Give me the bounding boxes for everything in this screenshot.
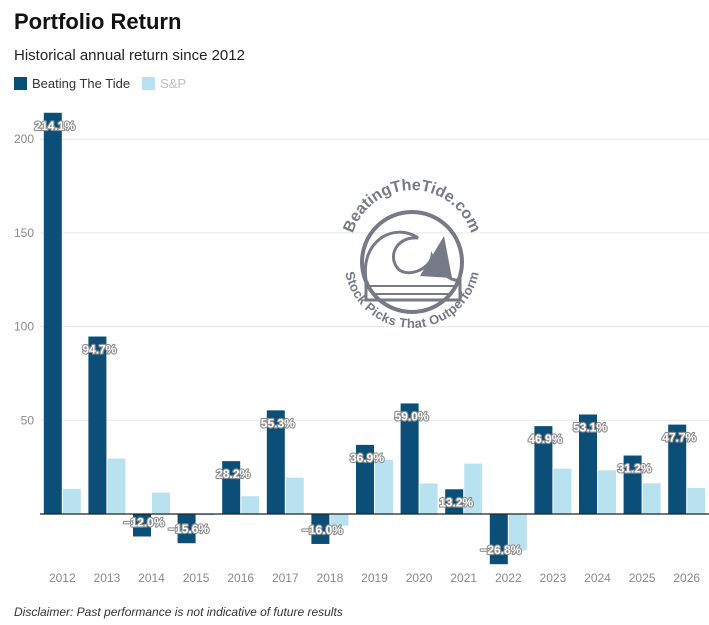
y-tick-label: 150 [14,226,34,240]
x-tick-label: 2016 [227,571,254,585]
bar-beating-the-tide-2019[interactable] [356,444,374,514]
y-tick-label: 50 [21,413,35,427]
x-tick-label: 2025 [629,571,656,585]
data-label: 94.7% [82,343,116,357]
bar-sp-2016[interactable] [241,496,260,514]
x-tick-label: 2013 [94,571,121,585]
bar-sp-2017[interactable] [285,477,304,514]
x-tick-label: 2020 [406,571,433,585]
watermark-logo: BeatingTheTide.com Stock Picks That Outp… [341,177,484,331]
legend-label-beating-the-tide: Beating The Tide [32,76,131,91]
bar-sp-2020[interactable] [419,483,438,514]
bar-beating-the-tide-2021[interactable] [445,489,464,514]
bar-beating-the-tide-2014[interactable] [133,514,151,537]
x-tick-label: 2023 [540,571,567,585]
chart-subtitle: Historical annual return since 2012 [14,47,245,64]
data-labels: 214.1% 94.7% −12.0% −15.6% 28.2% 55.3% −16.0% 3… [33,118,697,558]
bar-sp-2026[interactable] [687,487,706,514]
data-label: 46.9% [528,432,562,446]
gridlines [40,138,709,421]
x-tick-label: 2022 [495,571,522,585]
wave-emblem-icon [360,210,464,314]
data-label: 55.3% [261,416,295,430]
bar-beating-the-tide-2015[interactable] [177,514,196,544]
x-axis-ticks: 2012 2013 2014 2015 2016 2017 2018 2019 2020 2021… [49,571,700,585]
y-axis-ticks: 50 100 150 200 [14,132,34,427]
data-label: 31.2% [618,462,652,476]
bar-sp-2014[interactable] [152,492,170,514]
legend-label-sp: S&P [160,76,187,91]
data-label: 59.0% [395,409,429,423]
data-label: −16.0% [302,523,343,537]
data-label: 28.2% [216,467,250,481]
x-tick-label: 2021 [450,571,477,585]
y-tick-label: 200 [14,132,34,146]
bar-sp-2013[interactable] [107,458,126,514]
x-tick-label: 2017 [272,571,299,585]
data-label: 13.2% [439,495,473,509]
data-label: 47.7% [662,431,696,445]
bar-sp-2018[interactable] [330,514,349,526]
bar-beating-the-tide-2024[interactable] [579,414,597,514]
bar-beating-the-tide-2017[interactable] [266,410,285,514]
data-label: −26.8% [480,543,521,557]
bar-sp-2023[interactable] [553,468,572,514]
data-label: 53.1% [573,420,607,434]
legend-item-beating-the-tide[interactable]: Beating The Tide [14,76,130,91]
bar-beating-the-tide-2026[interactable] [668,424,687,514]
data-label: −12.0% [123,515,164,529]
watermark-top-text: BeatingTheTide.com [341,177,484,235]
bar-beating-the-tide-2013[interactable] [88,336,107,514]
shark-fin-icon [420,236,452,278]
bar-beating-the-tide-2018[interactable] [311,514,330,544]
bar-beating-the-tide-2023[interactable] [534,426,553,514]
data-label: 214.1% [34,119,75,133]
bars [43,112,706,565]
legend: Beating The Tide S&P [14,76,198,91]
data-label: −15.6% [168,522,209,536]
legend-swatch-beating-the-tide [14,77,27,90]
x-tick-label: 2015 [183,571,210,585]
bar-beating-the-tide-2012[interactable] [43,112,62,514]
bar-sp-2025[interactable] [642,483,661,514]
bar-beating-the-tide-2022[interactable] [489,514,508,565]
bar-sp-2012[interactable] [62,488,81,514]
disclaimer-text: Disclaimer: Past performance is not indi… [14,605,343,619]
bar-sp-2019[interactable] [375,459,393,514]
legend-swatch-sp [142,77,156,90]
bar-beating-the-tide-2020[interactable] [400,403,419,514]
x-tick-label: 2014 [138,571,165,585]
chart-title: Portfolio Return [14,9,182,34]
y-tick-label: 100 [14,320,34,334]
x-tick-label: 2024 [584,571,611,585]
bar-sp-2021[interactable] [464,463,483,514]
bar-beating-the-tide-2016[interactable] [222,461,241,514]
legend-item-sp[interactable]: S&P [142,76,186,91]
x-tick-label: 2012 [49,571,76,585]
bar-chart: BeatingTheTide.com Stock Picks That Outp… [14,112,709,585]
bar-beating-the-tide-2025[interactable] [623,455,642,514]
bar-sp-2024[interactable] [598,470,616,514]
bar-sp-2022[interactable] [508,514,527,551]
x-tick-label: 2018 [317,571,344,585]
bar-sp-2015[interactable] [196,514,215,516]
x-tick-label: 2019 [361,571,388,585]
data-label: 36.9% [350,451,384,465]
x-tick-label: 2026 [673,571,700,585]
